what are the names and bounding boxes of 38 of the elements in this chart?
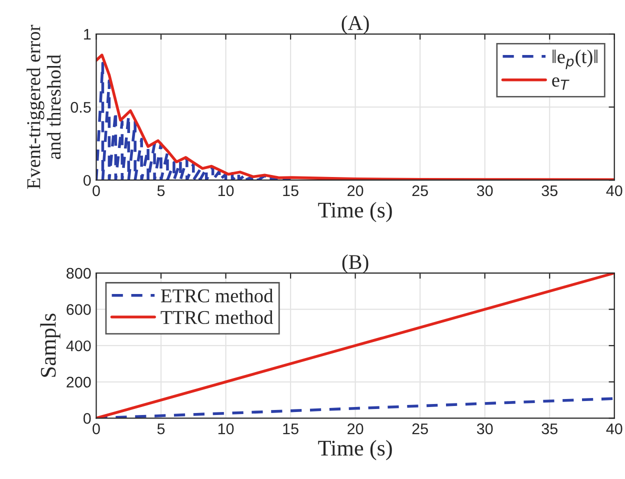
- chart-title: (B): [342, 254, 368, 274]
- x-tick-label: 10: [218, 423, 234, 434]
- x-tick-label: 20: [348, 423, 364, 434]
- y-axis-title: Sampls: [40, 314, 60, 377]
- x-tick-label: 25: [412, 185, 428, 196]
- x-tick-label: 10: [218, 185, 234, 196]
- y-tick-label: 0: [83, 413, 91, 424]
- x-tick-label: 15: [283, 424, 298, 434]
- x-axis-title: Time (s): [318, 440, 392, 460]
- x-tick-label: 0: [92, 423, 100, 434]
- legend-label: TTRC method: [160, 310, 274, 324]
- x-tick-label: 15: [283, 186, 298, 196]
- y-tick-label: 800: [66, 268, 91, 279]
- x-tick-label: 35: [542, 423, 558, 434]
- legend-label: ‖e$_{p}$(t)‖: [552, 50, 598, 70]
- y-tick-label: 200: [66, 376, 91, 388]
- x-tick-label: 35: [542, 185, 558, 196]
- legend-label: ETRC method: [160, 288, 274, 302]
- x-tick-label: 5: [157, 186, 165, 196]
- legend-label: e$_{T}$: [552, 77, 570, 90]
- x-tick-label: 30: [476, 185, 493, 196]
- y-tick-label: 600: [66, 304, 91, 315]
- y-tick-label: 0: [83, 174, 91, 186]
- chart-title: (A): [342, 15, 369, 34]
- x-tick-label: 40: [606, 423, 622, 434]
- x-tick-label: 30: [476, 423, 493, 434]
- x-tick-label: 20: [348, 185, 364, 196]
- y-tick-label: 400: [66, 340, 91, 352]
- x-tick-label: 40: [606, 185, 622, 196]
- x-axis-title: Time (s): [318, 202, 392, 222]
- y-axis-title: Event-triggered error and threshold: [26, 24, 61, 189]
- y-tick-label: 1: [84, 29, 91, 40]
- line-series: [96, 62, 292, 180]
- line-series: [96, 273, 614, 418]
- x-tick-label: 25: [412, 423, 428, 434]
- y-tick-label: 0.5: [70, 102, 91, 113]
- x-tick-label: 0: [92, 185, 100, 196]
- x-tick-label: 5: [157, 424, 165, 434]
